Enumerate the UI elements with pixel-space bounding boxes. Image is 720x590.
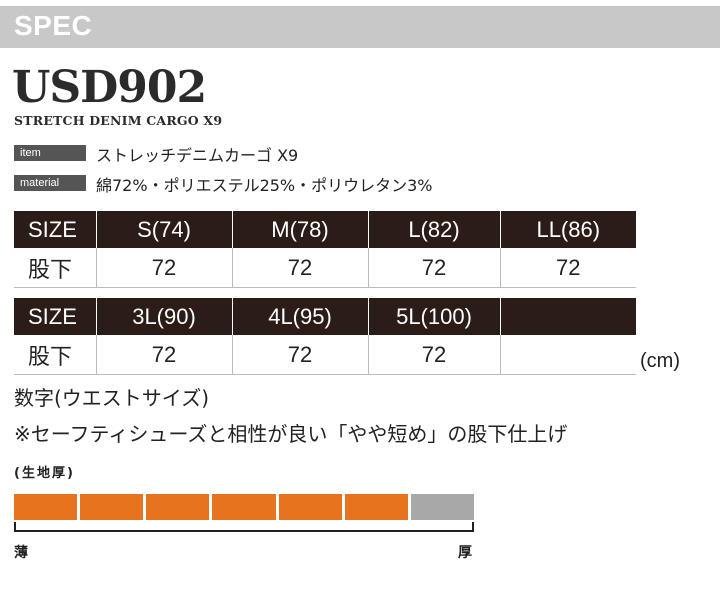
unit-label: (cm) [640,350,680,372]
table-cell: 72 [96,248,233,288]
scale-bracket [14,522,474,532]
table-cell: 72 [96,335,233,375]
scale-segment-filled [80,494,144,520]
table-header-cell: 3L(90) [96,298,233,335]
table-header-row: SIZE S(74) M(78) L(82) LL(86) [14,211,636,248]
scale-max-label: 厚 [458,545,472,561]
scale-segment-filled [14,494,78,520]
table-header-cell: SIZE [14,298,97,335]
table-cell: 72 [368,335,501,375]
scale-segment-filled [278,494,342,520]
scale-min-label: 薄 [14,545,28,561]
table-cell: 72 [232,248,369,288]
scale-segment-filled [146,494,210,520]
table-header-cell: S(74) [96,211,233,248]
table-header-cell: LL(86) [500,211,636,248]
fabric-thickness-scale [14,494,474,520]
table-header-cell: M(78) [232,211,369,248]
scale-segment-empty [410,494,474,520]
table-cell: 72 [368,248,501,288]
table-cell [500,335,636,375]
material-value: 綿72%・ポリエステル25%・ポリウレタン3% [96,176,433,195]
item-value: ストレッチデニムカーゴ X9 [96,146,299,165]
scale-segment-filled [344,494,408,520]
scale-segment-filled [212,494,276,520]
product-code: USD902 [12,62,207,113]
item-tag: item [14,145,86,161]
size-table-1: SIZE S(74) M(78) L(82) LL(86) 股下 72 72 7… [14,211,636,288]
table-header-cell: 5L(100) [368,298,501,335]
spec-header-bar: SPEC [0,6,720,48]
size-table-2: SIZE 3L(90) 4L(95) 5L(100) 股下 72 72 72 [14,298,636,375]
note-waist-size: 数字(ウエストサイズ) [14,386,210,410]
spec-header-label: SPEC [14,10,93,41]
table-row: 股下 72 72 72 [14,335,636,375]
table-row: 股下 72 72 72 72 [14,248,636,288]
table-cell: 股下 [14,335,97,375]
table-cell: 72 [500,248,636,288]
table-header-cell: SIZE [14,211,97,248]
fabric-thickness-label: (生地厚) [14,466,75,481]
note-inseam: ※セーフティシューズと相性が良い「やや短め」の股下仕上げ [14,422,568,446]
table-cell: 股下 [14,248,97,288]
table-header-cell [500,298,636,335]
material-tag: material [14,175,86,191]
table-header-cell: L(82) [368,211,501,248]
product-subtitle: STRETCH DENIM CARGO X9 [14,113,223,128]
table-header-row: SIZE 3L(90) 4L(95) 5L(100) [14,298,636,335]
table-header-cell: 4L(95) [232,298,369,335]
table-cell: 72 [232,335,369,375]
